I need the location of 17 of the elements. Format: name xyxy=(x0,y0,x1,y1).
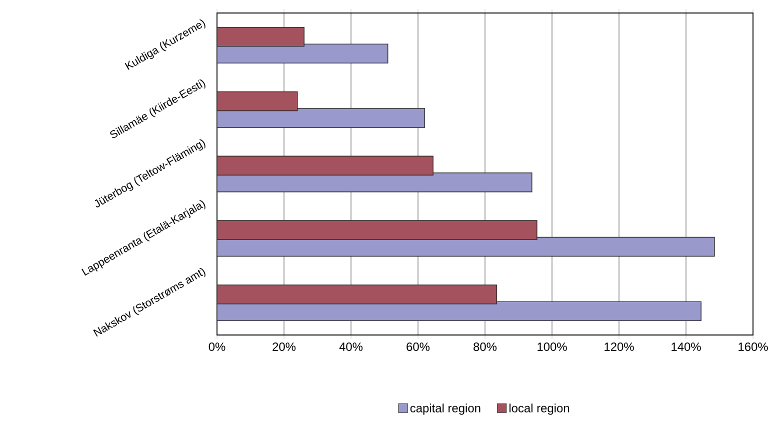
x-tick-label: 100% xyxy=(538,342,567,351)
x-tick-label: 140% xyxy=(672,342,701,351)
bar xyxy=(217,108,426,128)
bar xyxy=(217,91,298,112)
x-tick-label: 40% xyxy=(339,342,363,351)
bar xyxy=(217,156,434,176)
bar xyxy=(217,284,498,304)
x-tick-label: 0% xyxy=(208,342,226,351)
x-tick-label: 20% xyxy=(272,342,296,351)
x-tick-label: 160% xyxy=(738,342,768,351)
x-tick-label: 80% xyxy=(474,342,497,351)
legend-label: capital region xyxy=(410,404,480,415)
bar xyxy=(217,220,538,240)
x-tick-label: 60% xyxy=(406,342,430,351)
legend-label: local region xyxy=(509,404,570,415)
bar xyxy=(217,26,304,47)
x-tick-label: 120% xyxy=(604,342,634,351)
